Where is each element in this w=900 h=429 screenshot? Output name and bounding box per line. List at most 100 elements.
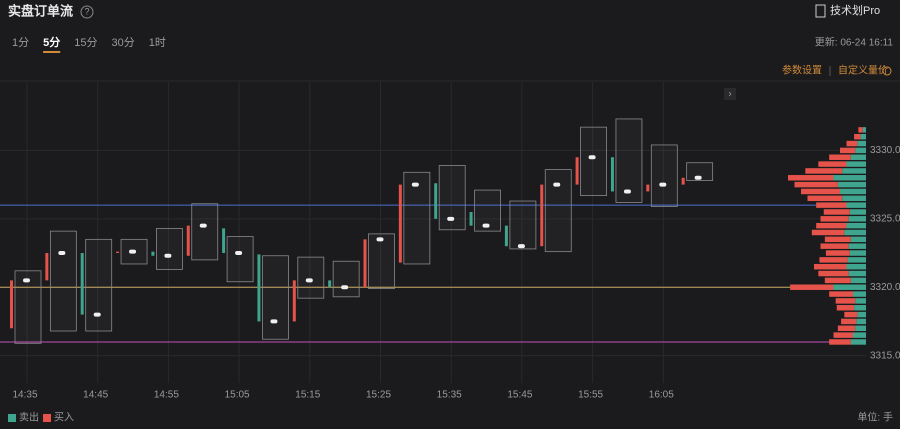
candle-body (186, 225, 190, 256)
x-tick-label: 14:35 (12, 390, 37, 401)
profile-sell (848, 270, 866, 277)
close-marker (93, 312, 101, 317)
profile-sell (860, 133, 866, 140)
candle-body (151, 251, 155, 256)
close-marker (588, 155, 596, 160)
close-marker (199, 223, 207, 228)
profile-buy (801, 188, 840, 195)
candle-body (469, 211, 473, 226)
help-text[interactable]: ? (84, 6, 89, 16)
profile-buy (846, 140, 858, 147)
profile-sell (855, 147, 866, 154)
profile-buy (858, 127, 863, 133)
close-marker (376, 237, 384, 242)
profile-buy (836, 305, 855, 311)
candle-body (10, 280, 13, 329)
profile-buy (837, 325, 856, 332)
candle-body (222, 228, 226, 254)
profile-buy (840, 147, 856, 154)
y-tick-label: 3330.0 (870, 145, 900, 156)
close-marker (58, 251, 66, 256)
profile-buy (820, 216, 849, 222)
x-tick-label: 15:25 (366, 390, 391, 401)
x-tick-label: 15:35 (437, 390, 462, 401)
profile-buy (854, 133, 861, 140)
profile-sell (853, 291, 866, 297)
expand-button[interactable] (724, 88, 736, 100)
close-marker (659, 182, 667, 187)
close-marker (517, 244, 525, 249)
legend-label: 卖出 (19, 411, 39, 424)
profile-sell (833, 175, 866, 181)
profile-sell (855, 298, 866, 304)
tool-link[interactable]: 技术划Pro (830, 4, 880, 17)
footprint-box (120, 238, 148, 265)
candle-body (434, 183, 438, 219)
profile-buy (790, 284, 834, 290)
profile-buy (807, 195, 843, 202)
tab[interactable]: 1分 (12, 36, 29, 49)
candle-body (328, 280, 332, 288)
profile-buy (794, 181, 838, 188)
profile-buy (805, 168, 843, 174)
candle-body (681, 177, 685, 185)
unit: 单位: 手 (857, 411, 893, 424)
custom-icon (882, 66, 892, 76)
profile-buy (820, 243, 849, 249)
x-tick-label: 15:45 (507, 390, 532, 401)
footprint-box (509, 200, 537, 250)
custom[interactable]: 自定义量价 (838, 64, 888, 77)
profile-buy (814, 263, 847, 270)
profile-sell (848, 243, 866, 249)
footprint-box (85, 238, 113, 332)
profile-sell (846, 161, 866, 167)
expand-arrow[interactable]: › (728, 89, 731, 100)
legend-label: 买入 (54, 412, 74, 424)
footprint-box (49, 230, 77, 332)
profile-sell (849, 250, 866, 256)
close-marker (270, 319, 278, 324)
tab[interactable]: 30分 (112, 36, 135, 49)
close-marker (305, 278, 313, 283)
profile-sell (850, 339, 866, 345)
legend-swatch (43, 414, 51, 422)
update-time: 更新: 06-24 16:11 (815, 36, 894, 49)
y-tick-label: 3315.0 (870, 350, 900, 361)
footprint-box (191, 203, 219, 261)
profile-sell (846, 263, 866, 270)
candle-body (398, 184, 402, 263)
profile-buy (841, 318, 857, 325)
profile-buy (825, 250, 850, 256)
x-tick-label: 15:15 (295, 390, 320, 401)
profile-buy (824, 277, 851, 284)
footprint-box (438, 165, 466, 231)
footprint-box (403, 171, 431, 265)
profile-sell (857, 311, 866, 318)
settings[interactable]: 参数设置 (782, 64, 822, 77)
profile-sell (853, 332, 866, 338)
candle-body (610, 157, 614, 192)
profile-buy (833, 332, 853, 338)
profile-buy (829, 154, 851, 160)
profile-sell (837, 181, 866, 188)
profile-sell (842, 168, 866, 174)
profile-sell (856, 318, 866, 325)
profile-buy (829, 339, 851, 345)
profile-sell (846, 202, 866, 208)
tab[interactable]: 5分 (43, 35, 60, 49)
help-icon[interactable] (80, 5, 94, 19)
profile-sell (840, 188, 866, 195)
legend-swatch (8, 414, 16, 422)
footprint-box (650, 144, 678, 207)
close-marker (694, 175, 702, 180)
tab-underline (43, 51, 61, 53)
close-marker (164, 253, 172, 258)
tab[interactable]: 1时 (149, 36, 166, 49)
tab[interactable]: 15分 (74, 36, 97, 49)
profile-sell (848, 216, 866, 222)
candle-body (257, 254, 261, 322)
footprint-box (686, 162, 714, 181)
